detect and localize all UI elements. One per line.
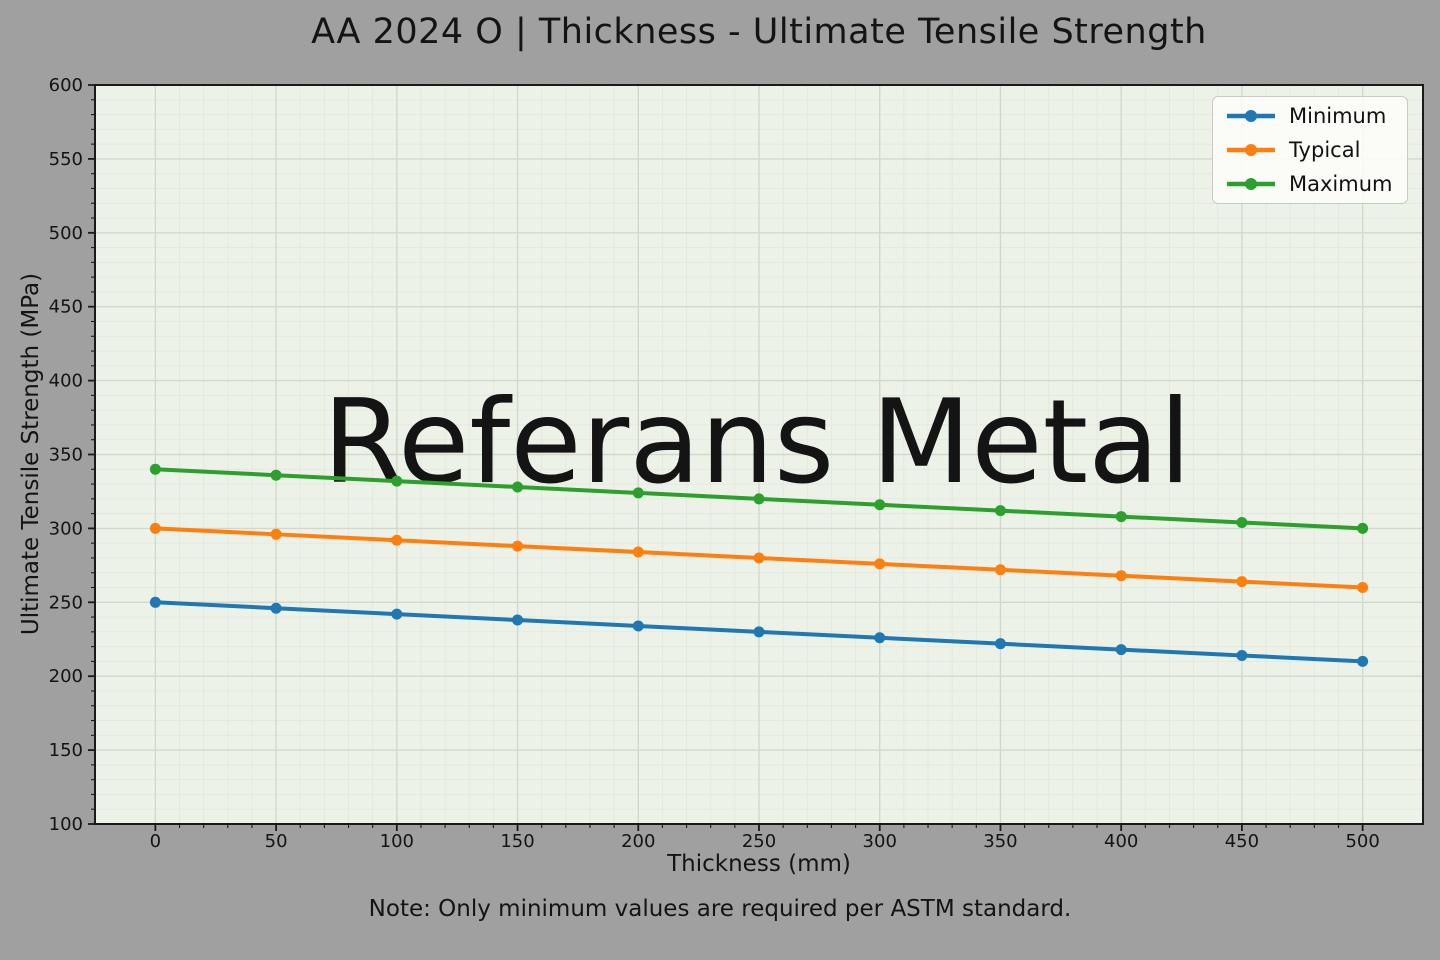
x-tick-label: 100 <box>380 831 414 852</box>
x-tick-label: 450 <box>1225 831 1259 852</box>
legend-label-typical: Typical <box>1289 138 1361 162</box>
y-tick-label: 200 <box>49 666 83 687</box>
data-point-maximum <box>512 481 524 493</box>
data-point-typical <box>632 546 644 558</box>
data-point-typical <box>753 552 765 564</box>
data-point-typical <box>1357 582 1369 594</box>
legend-line-sample-minimum <box>1227 110 1275 122</box>
data-point-maximum <box>149 463 161 475</box>
data-point-minimum <box>1357 655 1369 667</box>
y-tick-label: 400 <box>49 371 83 392</box>
data-point-minimum <box>753 626 765 638</box>
data-point-typical <box>270 528 282 540</box>
data-series <box>149 463 1369 667</box>
y-tick-label: 150 <box>49 740 83 761</box>
legend-label-minimum: Minimum <box>1289 104 1387 128</box>
legend-line-sample-maximum <box>1227 178 1275 190</box>
watermark-text: Referans Metal <box>323 375 1192 510</box>
x-tick-label: 350 <box>983 831 1017 852</box>
y-tick-label: 550 <box>49 149 83 170</box>
data-point-minimum <box>874 632 886 644</box>
axis-ticks: 0 50 100 150 200 250 300 350 400 450 500 100 150 200 2… <box>49 75 1380 852</box>
legend: Minimum Typical Maximum <box>1212 96 1408 204</box>
data-point-typical <box>1115 570 1127 582</box>
y-tick-label: 250 <box>49 592 83 613</box>
data-point-minimum <box>632 620 644 632</box>
data-point-maximum <box>391 475 403 487</box>
x-tick-label: 0 <box>150 831 161 852</box>
legend-label-maximum: Maximum <box>1289 172 1393 196</box>
data-point-maximum <box>1357 522 1369 534</box>
y-tick-label: 450 <box>49 297 83 318</box>
note-text: Note: Only minimum values are required p… <box>368 896 1072 922</box>
x-tick-label: 400 <box>1104 831 1138 852</box>
legend-item-typical: Typical <box>1225 138 1395 162</box>
y-axis-label: Ultimate Tensile Strength (MPa) <box>18 272 44 636</box>
legend-line-sample-typical <box>1227 144 1275 156</box>
data-point-maximum <box>1236 516 1248 528</box>
y-tick-label: 600 <box>49 75 83 96</box>
x-tick-label: 500 <box>1345 831 1379 852</box>
data-point-minimum <box>1115 644 1127 656</box>
x-axis-label: Thickness (mm) <box>667 851 851 877</box>
legend-item-minimum: Minimum <box>1225 104 1395 128</box>
data-point-maximum <box>753 493 765 505</box>
legend-item-maximum: Maximum <box>1225 172 1395 196</box>
data-point-maximum <box>1115 511 1127 523</box>
chart-title: AA 2024 O | Thickness - Ultimate Tensile… <box>311 12 1207 52</box>
data-point-typical <box>994 564 1006 576</box>
data-point-maximum <box>994 505 1006 517</box>
data-point-typical <box>391 534 403 546</box>
data-point-maximum <box>874 499 886 511</box>
data-point-minimum <box>1236 650 1248 662</box>
data-point-typical <box>1236 576 1248 588</box>
y-tick-label: 100 <box>49 814 83 835</box>
data-point-typical <box>149 522 161 534</box>
x-tick-label: 50 <box>265 831 288 852</box>
y-tick-label: 500 <box>49 223 83 244</box>
x-tick-label: 250 <box>742 831 776 852</box>
data-point-minimum <box>391 608 403 620</box>
y-tick-label: 300 <box>49 518 83 539</box>
data-point-maximum <box>270 469 282 481</box>
x-tick-label: 300 <box>863 831 897 852</box>
data-point-minimum <box>994 638 1006 650</box>
x-tick-label: 150 <box>500 831 534 852</box>
data-point-minimum <box>149 596 161 608</box>
data-point-typical <box>874 558 886 570</box>
data-point-minimum <box>270 602 282 614</box>
data-point-minimum <box>512 614 524 626</box>
data-point-maximum <box>632 487 644 499</box>
data-point-typical <box>512 540 524 552</box>
x-tick-label: 200 <box>621 831 655 852</box>
y-tick-label: 350 <box>49 445 83 466</box>
